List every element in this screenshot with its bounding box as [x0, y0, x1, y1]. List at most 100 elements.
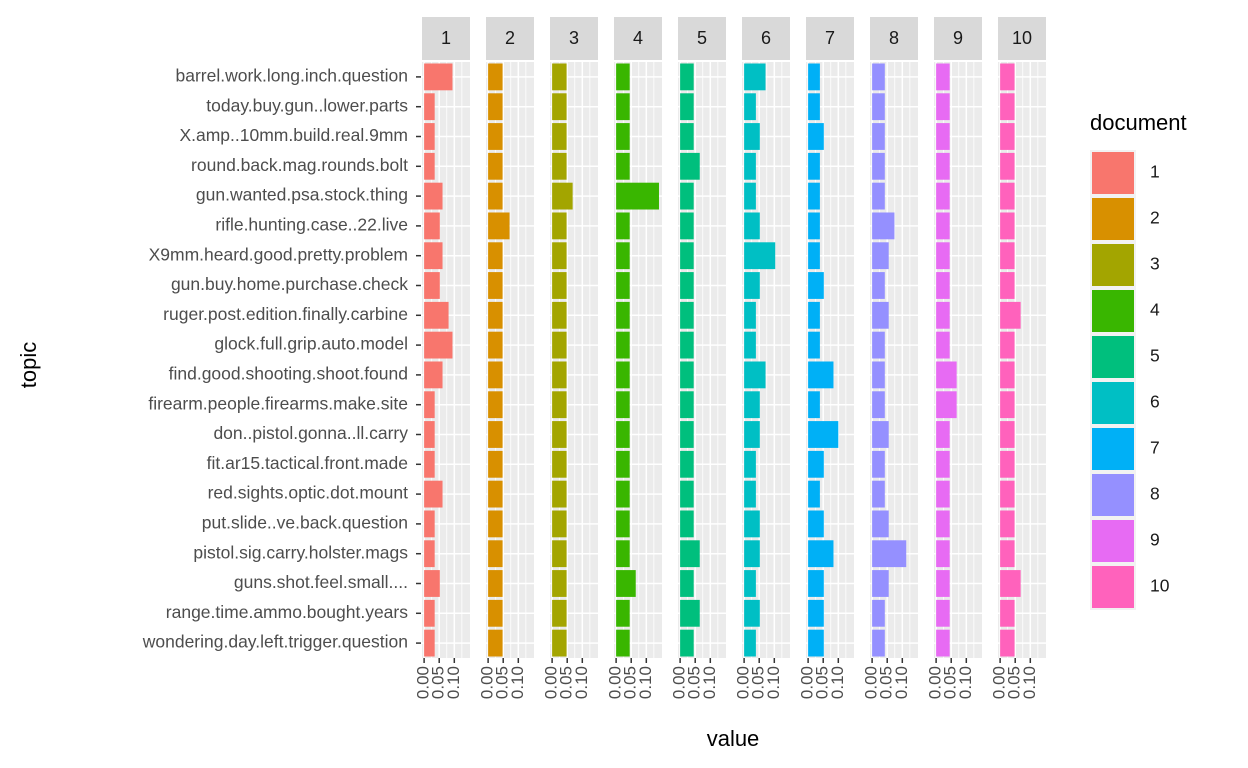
bar — [936, 599, 950, 627]
bar — [680, 510, 694, 538]
bar — [552, 212, 567, 240]
y-tick-label: find.good.shooting.shoot.found — [169, 364, 408, 384]
bar — [744, 510, 760, 538]
bar — [1000, 93, 1015, 121]
bar — [488, 540, 503, 568]
bar — [872, 63, 885, 91]
strip-label: 1 — [441, 28, 451, 48]
bar — [808, 421, 839, 448]
bar — [744, 480, 756, 508]
legend-label: 5 — [1150, 346, 1160, 366]
bar — [872, 391, 885, 419]
bar — [936, 242, 950, 270]
bar — [488, 391, 503, 419]
strip-background — [870, 17, 918, 60]
legend-label: 4 — [1150, 300, 1160, 320]
x-tick-label: 0.00 — [926, 666, 945, 699]
bar — [744, 272, 760, 299]
bar — [488, 152, 503, 180]
bar — [680, 331, 694, 359]
bar — [872, 301, 889, 329]
bar — [744, 242, 776, 270]
x-tick-label: 0.10 — [508, 666, 527, 699]
bar — [872, 212, 895, 240]
bar — [936, 212, 950, 240]
bar — [1000, 182, 1015, 210]
bar — [936, 272, 950, 299]
bar — [680, 570, 694, 597]
bar — [488, 510, 503, 538]
x-tick-label: 0.00 — [414, 666, 433, 699]
bar — [936, 331, 950, 359]
y-tick-label: ruger.post.edition.finally.carbine — [163, 304, 408, 324]
strip-background — [678, 17, 726, 60]
bar — [616, 480, 630, 508]
panel-background — [870, 62, 918, 658]
bar — [744, 182, 756, 210]
bar — [680, 182, 694, 210]
panel-background — [998, 62, 1046, 658]
x-tick-label: 0.00 — [478, 666, 497, 699]
bar — [808, 510, 824, 538]
bar — [424, 391, 435, 419]
bar — [680, 629, 694, 657]
y-tick-label: guns.shot.feel.small.... — [234, 572, 408, 592]
bar — [936, 152, 950, 180]
strip-background — [934, 17, 982, 60]
bar — [808, 331, 820, 359]
bar — [552, 242, 567, 270]
bar — [744, 540, 760, 568]
legend-label: 1 — [1150, 162, 1160, 182]
legend-swatch — [1092, 474, 1134, 516]
bar — [424, 331, 453, 359]
bar — [1000, 152, 1015, 180]
bar — [552, 570, 567, 597]
panel-background — [422, 62, 470, 658]
bar — [936, 123, 950, 150]
bar — [424, 361, 443, 389]
bar — [424, 182, 443, 210]
y-tick-label: don..pistol.gonna..ll.carry — [213, 423, 408, 443]
bar — [808, 272, 824, 299]
bar — [808, 182, 820, 210]
strip-background — [742, 17, 790, 60]
bar — [616, 510, 630, 538]
x-tick-label: 0.00 — [798, 666, 817, 699]
bar — [680, 272, 694, 299]
bar — [1000, 599, 1015, 627]
bar — [808, 450, 824, 478]
bar — [808, 540, 834, 568]
bar — [424, 93, 435, 121]
bar — [1000, 272, 1015, 299]
legend-swatch — [1092, 382, 1134, 424]
bar — [552, 152, 567, 180]
bar — [872, 152, 885, 180]
panel-background — [614, 62, 662, 658]
bar — [808, 93, 820, 121]
bar — [808, 361, 834, 389]
bar — [872, 93, 885, 121]
bar — [744, 361, 766, 389]
bar — [1000, 480, 1015, 508]
bar — [808, 212, 820, 240]
y-axis-title: topic — [16, 342, 41, 388]
legend-swatch — [1092, 520, 1134, 562]
bar — [616, 152, 630, 180]
bar — [744, 391, 760, 419]
bar — [552, 63, 567, 91]
bar — [680, 421, 694, 448]
bar — [744, 599, 760, 627]
bar — [1000, 629, 1015, 657]
y-tick-label: range.time.ammo.bought.years — [166, 602, 408, 622]
bar — [872, 510, 889, 538]
bar — [424, 599, 435, 627]
bar — [680, 301, 694, 329]
bar — [1000, 361, 1015, 389]
bar — [552, 540, 567, 568]
x-tick-label: 0.10 — [700, 666, 719, 699]
legend-title: document — [1090, 110, 1187, 135]
bar — [552, 421, 567, 448]
y-tick-label: rifle.hunting.case..22.live — [215, 215, 408, 235]
bar — [616, 212, 630, 240]
